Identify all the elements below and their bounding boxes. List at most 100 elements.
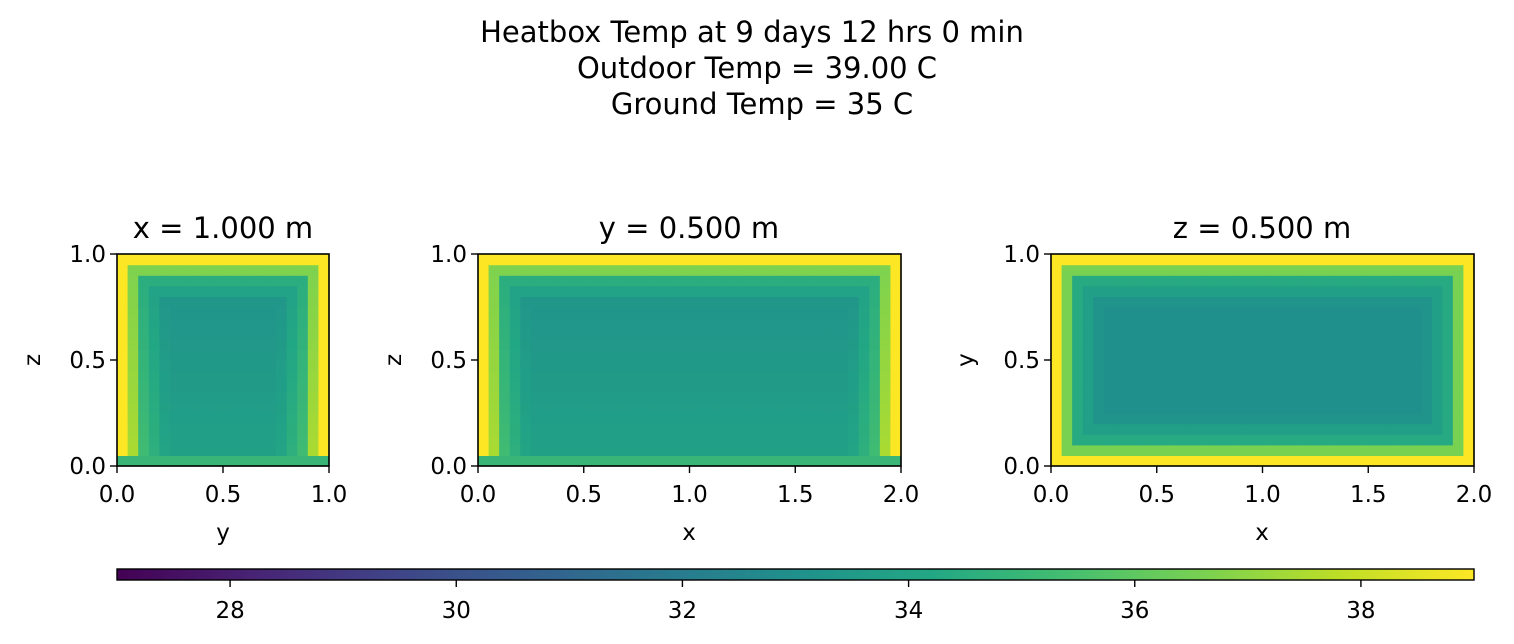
heatmap-cell	[1399, 275, 1412, 287]
heatmap-cell	[1241, 381, 1253, 393]
x-axis-label: y	[216, 520, 230, 546]
heatmap-cell	[170, 434, 182, 446]
heatmap-cell	[1230, 349, 1242, 361]
heatmap-cell	[774, 296, 786, 308]
heatmap-cell	[530, 317, 543, 329]
heatmap-cell	[742, 296, 754, 308]
heatmap-cell	[1410, 444, 1422, 456]
heatmap-cell	[1431, 317, 1443, 329]
heatmap-cell	[795, 381, 807, 393]
x-tick-label: 1.5	[1350, 482, 1387, 508]
heatmap-cell	[1103, 381, 1116, 393]
heatmap-cell	[499, 402, 511, 414]
heatmap-cell	[784, 381, 796, 393]
heatmap-cell	[731, 328, 743, 340]
heatmap-cell	[244, 307, 256, 319]
heatmap-cell	[1304, 275, 1316, 287]
heatmap-cell	[1125, 455, 1137, 467]
heatmap-cell	[1294, 423, 1306, 435]
heatmap-cell	[223, 338, 235, 350]
heatmap-cell	[138, 349, 150, 361]
heatmap-cell	[1452, 370, 1465, 382]
heatmap-cell	[1283, 381, 1295, 393]
heatmap-cell	[1220, 370, 1232, 382]
heatmap-cell	[191, 370, 203, 382]
heatmap-cell	[752, 254, 765, 266]
x-tick-label: 1.0	[1244, 482, 1281, 508]
heatmap-cell	[795, 338, 807, 350]
heatmap-cell	[1177, 264, 1190, 276]
heatmap-cell	[148, 455, 160, 467]
heatmap-cell	[1421, 402, 1433, 414]
heatmap-cell	[499, 391, 511, 403]
heatmap-cell	[552, 434, 564, 446]
heatmap-cell	[869, 391, 881, 403]
heatmap-cell	[890, 360, 902, 372]
heatmap-cell	[1442, 349, 1454, 361]
heatmap-cell	[286, 254, 298, 266]
heatmap-cell	[1251, 254, 1264, 266]
heatmap-cell	[1188, 349, 1200, 361]
heatmap-cell	[668, 285, 680, 297]
heatmap-cell	[604, 423, 617, 435]
heatmap-cell	[562, 391, 574, 403]
heatmap-cell	[837, 275, 849, 287]
heatmap-cell	[286, 296, 298, 308]
heatmap-cell	[499, 413, 511, 425]
heatmap-cell	[1378, 381, 1390, 393]
heatmap-cell	[170, 370, 182, 382]
heatmap-cell	[1125, 275, 1137, 287]
heatmap-cell	[1072, 328, 1084, 340]
heatmap-cell	[1452, 423, 1465, 435]
heatmap-cell	[138, 317, 150, 329]
heatmap-cell	[488, 264, 500, 276]
heatmap-cell	[552, 285, 564, 297]
heatmap-cell	[541, 391, 553, 403]
heatmap-cell	[1368, 349, 1380, 361]
heatmap-cell	[594, 275, 606, 287]
heatmap-cell	[826, 317, 839, 329]
heatmap-cell	[1410, 317, 1422, 329]
heatmap-cell	[1378, 370, 1390, 382]
heatmap-cell	[286, 423, 298, 435]
heatmap-cell	[1061, 317, 1073, 329]
heatmap-cell	[742, 391, 754, 403]
heatmap-cell	[170, 444, 182, 456]
heatmap-cell	[1146, 275, 1158, 287]
heatmap-cell	[636, 275, 648, 287]
heatmap-cell	[552, 455, 564, 467]
heatmap-cell	[594, 391, 606, 403]
y-tick-label: 0.0	[69, 454, 106, 480]
heatmap-cell	[1463, 264, 1475, 276]
heatmap-cell	[286, 413, 298, 425]
heatmap-cell	[1347, 370, 1359, 382]
heatmap-cell	[721, 264, 733, 276]
heatmap-cell	[1431, 455, 1443, 467]
heatmap-cell	[1283, 434, 1295, 446]
heatmap-cell	[297, 264, 309, 276]
heatmap-cell	[286, 455, 298, 467]
suptitle-line-2: Outdoor Temp = 39.00 C	[577, 51, 937, 85]
heatmap-cell	[837, 455, 849, 467]
heatmap-cell	[742, 360, 754, 372]
heatmap-cell	[1146, 317, 1158, 329]
heatmap-cell	[478, 444, 490, 456]
heatmap-cell	[478, 317, 490, 329]
heatmap-cell	[1452, 285, 1465, 297]
heatmap-cell	[276, 328, 288, 340]
heatmap-cell	[1061, 444, 1073, 456]
heatmap-cell	[254, 264, 266, 276]
heatmap-cell	[858, 285, 870, 297]
heatmap-cell	[1283, 254, 1295, 266]
heatmap-cell	[159, 285, 171, 297]
heatmap-cell	[478, 296, 490, 308]
heatmap-cell	[1283, 317, 1295, 329]
heatmap-cell	[1135, 360, 1147, 372]
heatmap-cell	[1230, 370, 1242, 382]
heatmap-cell	[583, 381, 595, 393]
heatmap-cell	[1241, 370, 1253, 382]
heatmap-cell	[1431, 413, 1443, 425]
heatmap-cell	[1167, 307, 1179, 319]
heatmap-cell	[1251, 444, 1264, 456]
heatmap-cell	[478, 338, 490, 350]
